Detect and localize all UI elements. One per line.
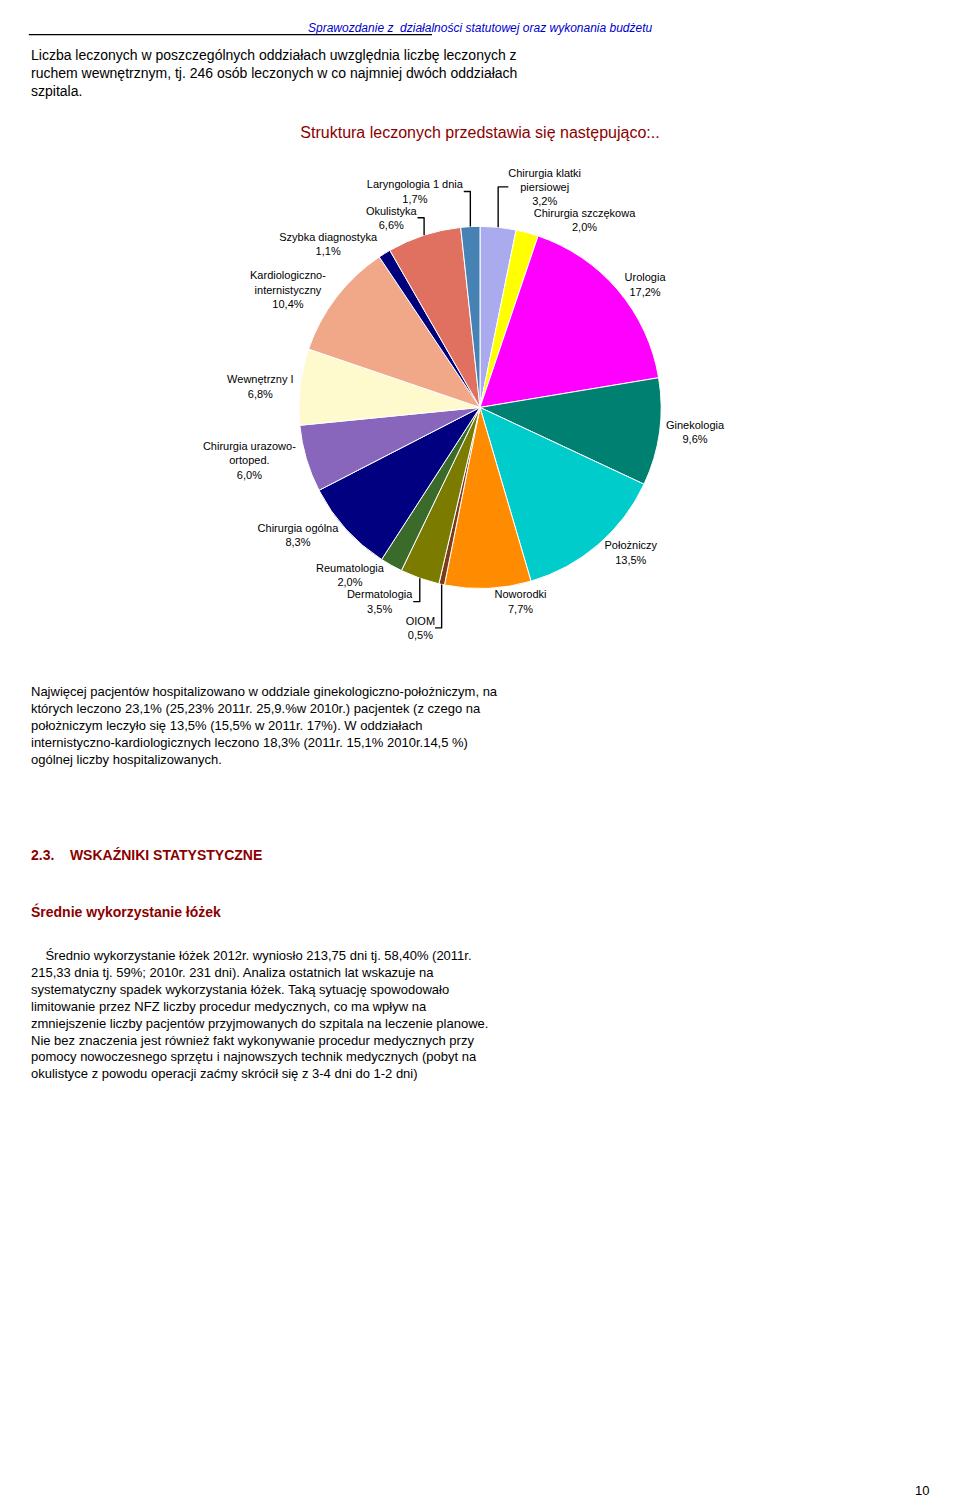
svg-text:10: 10 — [915, 1483, 929, 1498]
svg-text:Chirurgia urazowo-ortoped.6,0%: Chirurgia urazowo-ortoped.6,0% — [203, 440, 296, 481]
svg-text:Szybka diagnostyka1,1%: Szybka diagnostyka1,1% — [279, 231, 378, 257]
svg-text:Ginekologia9,6%: Ginekologia9,6% — [666, 419, 725, 445]
svg-text:Średnie wykorzystanie łóżek: Średnie wykorzystanie łóżek — [31, 903, 221, 920]
svg-text:Wewnętrzny I6,8%: Wewnętrzny I6,8% — [227, 373, 293, 399]
svg-text:Sprawozdanie z działalności s: Sprawozdanie z działalności statutowej o… — [308, 21, 653, 35]
svg-text:OIOM0,5%: OIOM0,5% — [406, 615, 435, 641]
svg-text:Reumatologia2,0%: Reumatologia2,0% — [316, 562, 385, 588]
svg-text:Struktura leczonych przedstawi: Struktura leczonych przedstawia się nast… — [300, 124, 659, 141]
svg-text:Średnio wykorzystanie łóżek 20: Średnio wykorzystanie łóżek 2012r. wynio… — [31, 948, 488, 1081]
svg-text:Laryngologia 1 dnia1,7%: Laryngologia 1 dnia1,7% — [367, 178, 464, 204]
svg-text:Chirurgia klatkipiersiowej3,2%: Chirurgia klatkipiersiowej3,2% — [508, 167, 581, 208]
svg-text:Chirurgia szczękowa2,0%: Chirurgia szczękowa2,0% — [534, 207, 636, 233]
svg-text:Okulistyka6,6%: Okulistyka6,6% — [366, 205, 418, 231]
svg-text:Noworodki7,7%: Noworodki7,7% — [495, 588, 547, 614]
svg-text:Kardiologiczno-internistyczny1: Kardiologiczno-internistyczny10,4% — [250, 269, 326, 310]
svg-text:Chirurgia ogólna8,3%: Chirurgia ogólna8,3% — [258, 522, 340, 548]
svg-text:Urologia17,2%: Urologia17,2% — [625, 271, 667, 297]
svg-text:Położniczy13,5%: Położniczy13,5% — [605, 539, 658, 565]
svg-text:Liczba leczonych w poszczególn: Liczba leczonych w poszczególnych oddzia… — [31, 47, 517, 99]
svg-text:Najwięcej pacjentów hospitaliz: Najwięcej pacjentów hospitalizowano w od… — [31, 684, 498, 767]
svg-text:2.3. WSKAŹNIKI STATYSTYCZNE: 2.3. WSKAŹNIKI STATYSTYCZNE — [31, 847, 262, 863]
svg-text:Dermatologia3,5%: Dermatologia3,5% — [347, 588, 413, 614]
